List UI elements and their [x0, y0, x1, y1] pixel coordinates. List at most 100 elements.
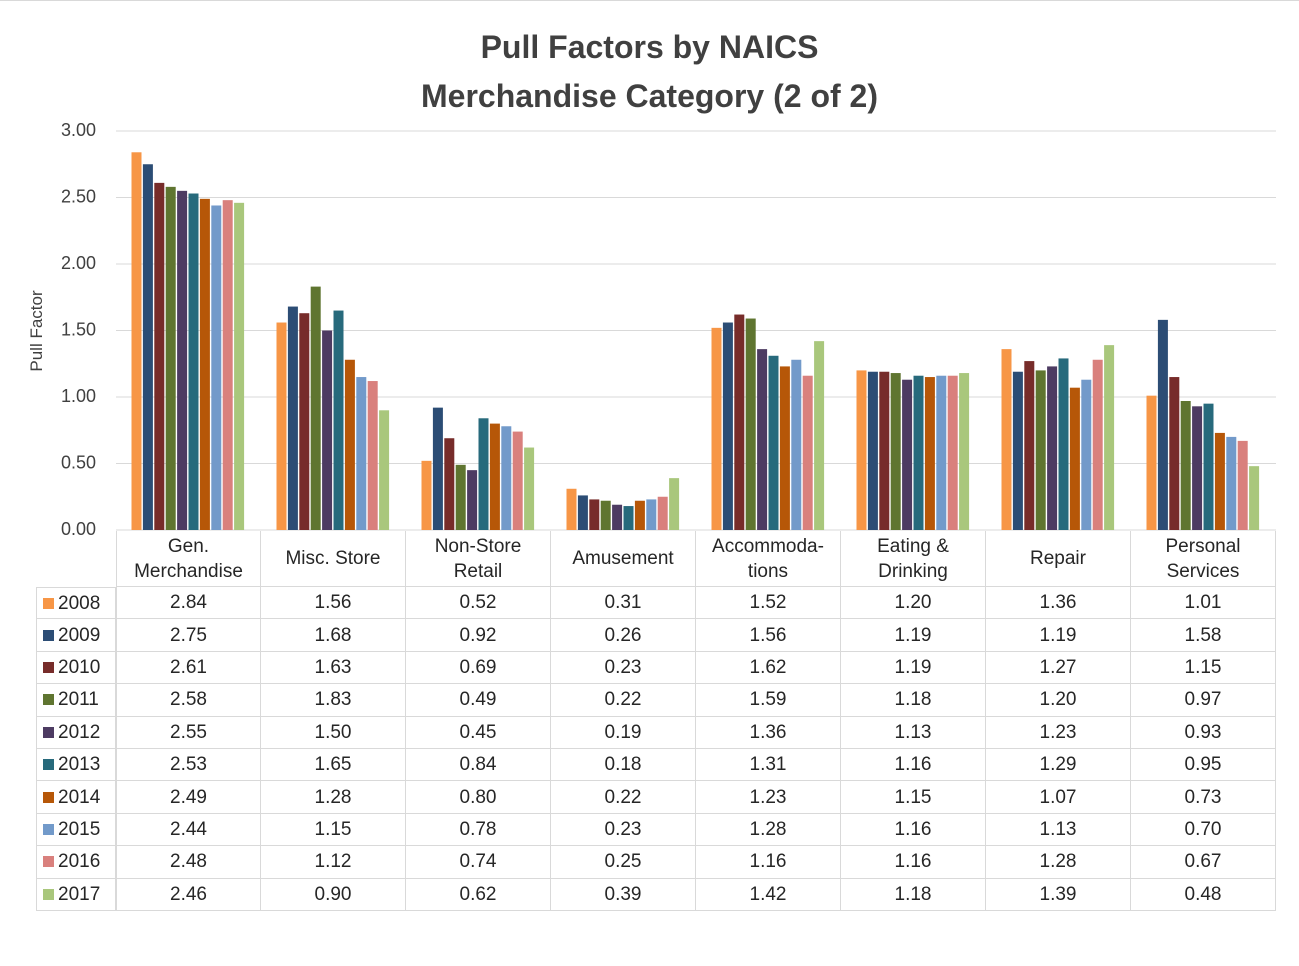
table-value: 2.61 [116, 651, 261, 685]
table-value: 0.95 [1131, 749, 1276, 782]
legend-label: 2012 [58, 721, 101, 743]
y-tick-label: 2.00 [61, 253, 96, 273]
legend-entry: 2009 [36, 619, 116, 652]
table-value: 1.12 [261, 846, 406, 879]
table-value: 2.49 [116, 781, 261, 814]
bar [734, 314, 745, 530]
table-value: 1.15 [1131, 651, 1276, 685]
category-header: Non-Store Retail [406, 531, 551, 587]
table-value: 1.20 [841, 587, 986, 620]
table-value: 0.22 [551, 684, 696, 717]
table-value: 0.52 [406, 587, 551, 620]
table-value: 2.84 [116, 587, 261, 620]
table-value: 0.62 [406, 878, 551, 911]
bar [1226, 436, 1237, 530]
table-value: 0.22 [551, 781, 696, 814]
table-value: 0.31 [551, 587, 696, 620]
y-tick-label: 1.50 [61, 319, 96, 339]
bar [1058, 358, 1069, 530]
bar [379, 410, 390, 530]
bar [524, 447, 535, 530]
table-value: 0.39 [551, 878, 696, 911]
bar [646, 499, 657, 530]
bar [779, 366, 790, 530]
bar [276, 322, 287, 530]
table-value: 0.92 [406, 619, 551, 652]
bar [879, 371, 890, 530]
bar [1192, 406, 1203, 530]
table-value: 1.52 [696, 587, 841, 620]
y-tick-label: 2.50 [61, 186, 96, 206]
bar [455, 464, 466, 530]
category-header: Eating & Drinking [841, 531, 986, 587]
table-value: 0.18 [551, 749, 696, 782]
table-value: 0.84 [406, 749, 551, 782]
bar [1012, 371, 1023, 530]
legend-swatch [43, 629, 54, 641]
y-tick-label: 1.00 [61, 386, 96, 406]
bar [600, 500, 611, 530]
y-tick-label: 0.50 [61, 452, 96, 472]
table-value: 1.83 [261, 684, 406, 717]
table-value: 0.45 [406, 716, 551, 749]
legend-entry: 2008 [36, 587, 116, 620]
table-value: 1.16 [841, 749, 986, 782]
bar [1249, 466, 1260, 530]
table-value: 1.31 [696, 749, 841, 782]
bar [1146, 395, 1157, 530]
table-value: 0.80 [406, 781, 551, 814]
bar [287, 306, 298, 530]
table-value: 2.48 [116, 846, 261, 879]
table-value: 1.28 [696, 813, 841, 847]
bar [222, 200, 233, 530]
table-value: 1.62 [696, 651, 841, 685]
bar [791, 359, 802, 530]
bar [310, 286, 321, 530]
table-value: 0.78 [406, 813, 551, 847]
table-value: 0.25 [551, 846, 696, 879]
bar [467, 470, 478, 530]
table-value: 1.65 [261, 749, 406, 782]
legend-swatch [43, 823, 54, 835]
category-header: Accommoda- tions [696, 531, 841, 587]
bar [936, 375, 947, 530]
legend-entry: 2010 [36, 651, 116, 685]
table-value: 1.56 [261, 587, 406, 620]
bar [768, 355, 779, 530]
bar [142, 164, 153, 530]
bar [1069, 387, 1080, 530]
bar [512, 431, 523, 530]
bar [634, 500, 645, 530]
bar [1203, 403, 1214, 530]
table-value: 1.16 [696, 846, 841, 879]
table-value: 1.19 [841, 651, 986, 685]
bar [478, 418, 489, 530]
bar [1024, 361, 1035, 530]
legend-entry: 2015 [36, 813, 116, 847]
table-value: 0.19 [551, 716, 696, 749]
table-value: 0.23 [551, 813, 696, 847]
bar [154, 182, 165, 530]
table-value: 1.50 [261, 716, 406, 749]
category-header: Gen. Merchandise [116, 531, 261, 587]
table-value: 1.16 [841, 846, 986, 879]
table-value: 1.15 [841, 781, 986, 814]
bar [890, 373, 901, 530]
legend-entry: 2017 [36, 878, 116, 911]
table-value: 0.26 [551, 619, 696, 652]
category-header: Personal Services [1131, 531, 1276, 587]
table-value: 2.46 [116, 878, 261, 911]
legend-swatch [43, 791, 54, 803]
bar [367, 381, 378, 530]
table-value: 1.42 [696, 878, 841, 911]
bar [489, 423, 500, 530]
table-value: 1.28 [986, 846, 1131, 879]
bar [1047, 366, 1058, 530]
legend-entry: 2016 [36, 846, 116, 879]
legend-entry: 2013 [36, 749, 116, 782]
table-value: 2.75 [116, 619, 261, 652]
table-value: 1.29 [986, 749, 1131, 782]
bar [1157, 319, 1168, 530]
